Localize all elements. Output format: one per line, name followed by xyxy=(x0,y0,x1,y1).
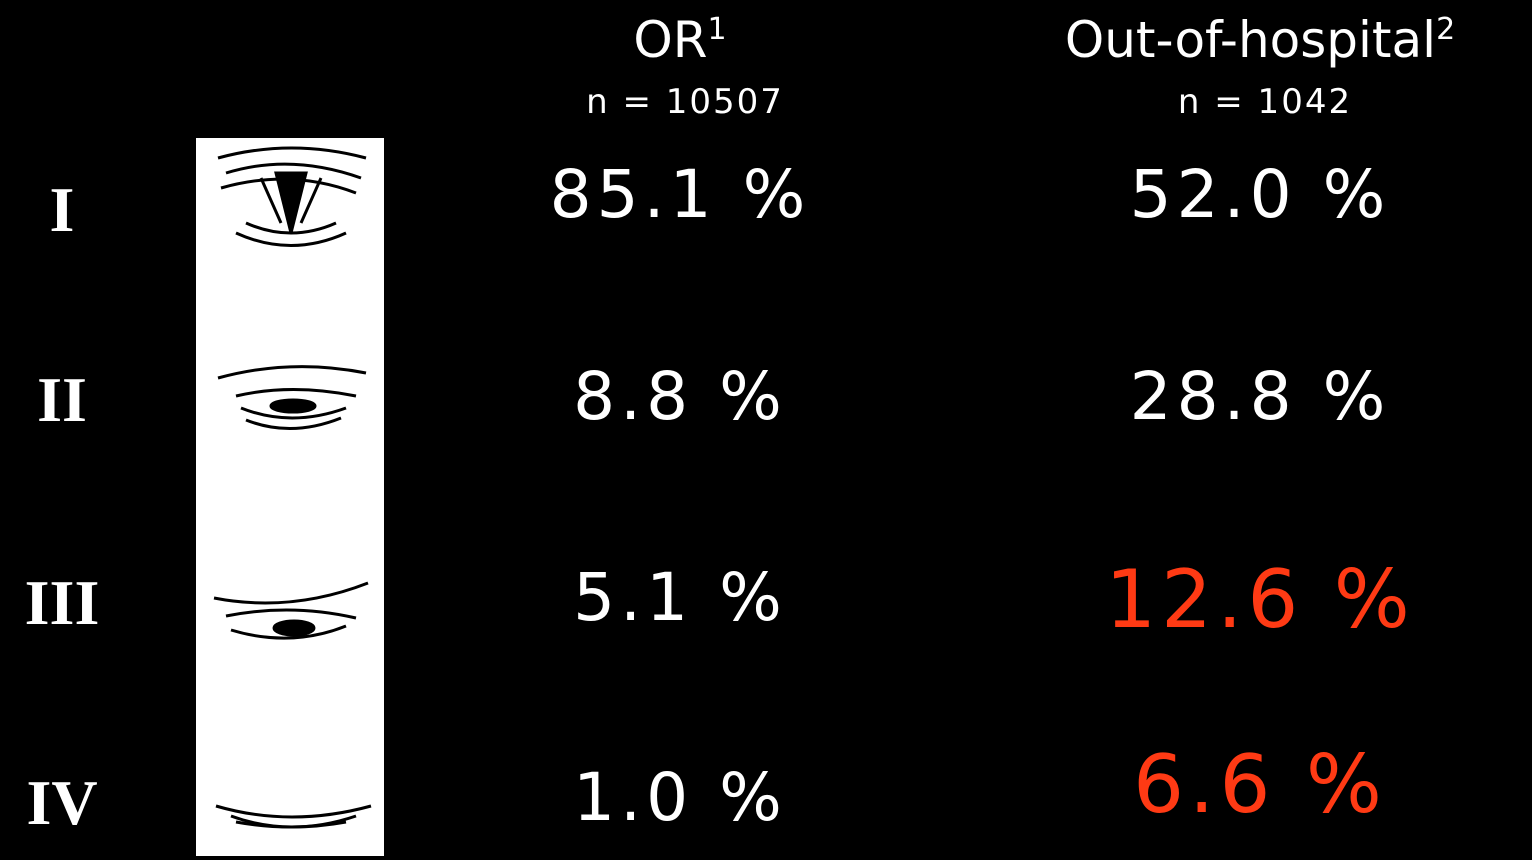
grade-label: II xyxy=(0,365,124,435)
larynx-grade-3 xyxy=(214,583,368,638)
larynx-grade-2 xyxy=(218,367,366,429)
percentage: 85.1 % xyxy=(520,155,840,235)
percentage-highlight: 12.6 % xyxy=(1060,555,1460,645)
percentage-highlight: 6.6 % xyxy=(1060,740,1460,830)
larynx-sketches xyxy=(196,138,384,856)
grade-label: I xyxy=(0,175,124,245)
column-header: Out-of-hospital2 xyxy=(990,10,1530,70)
grade-label: III xyxy=(0,568,124,638)
sample-size: n = 1042 xyxy=(1140,82,1390,122)
larynx-grade-4 xyxy=(216,806,371,827)
column-header: OR1 xyxy=(580,10,780,70)
percentage: 1.0 % xyxy=(520,758,840,838)
sample-size: n = 10507 xyxy=(560,82,810,122)
slide: {"columns": [ {"title": "OR", "note": "1… xyxy=(0,0,1532,856)
grade-label: IV xyxy=(0,768,124,838)
larynx-illustrations xyxy=(196,138,384,856)
percentage: 52.0 % xyxy=(1100,155,1420,235)
column-title: OR xyxy=(633,11,707,69)
percentage: 28.8 % xyxy=(1100,357,1420,437)
larynx-grade-1 xyxy=(218,148,366,246)
percentage: 8.8 % xyxy=(520,357,840,437)
column-title: Out-of-hospital xyxy=(1065,11,1436,69)
footnote-mark: 2 xyxy=(1436,12,1455,47)
percentage: 5.1 % xyxy=(520,558,840,638)
footnote-mark: 1 xyxy=(708,12,727,47)
